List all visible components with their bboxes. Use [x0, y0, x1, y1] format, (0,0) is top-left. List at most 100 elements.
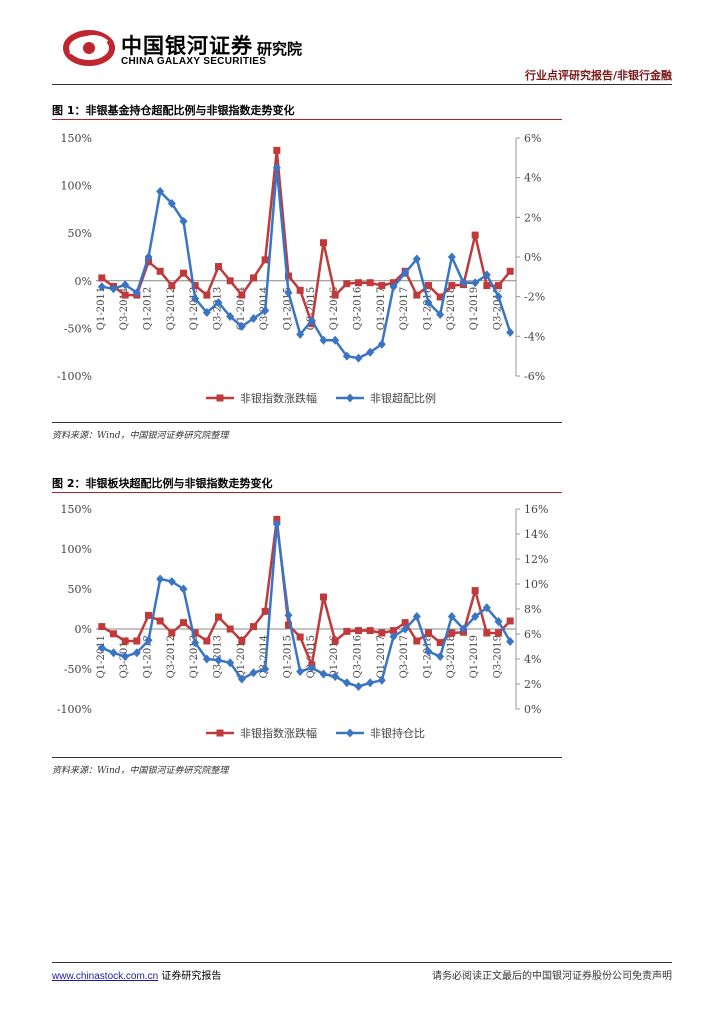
series-1-point	[319, 669, 328, 679]
series-1-point	[459, 624, 468, 634]
series-1-point	[377, 339, 386, 349]
series-0-point	[296, 286, 304, 294]
y-right-tick-label: 14%	[524, 528, 548, 541]
y-right-tick-label: 0%	[524, 703, 541, 716]
series-1-point	[319, 335, 328, 345]
series-0-point	[168, 282, 176, 290]
series-1-point	[226, 658, 235, 668]
series-0-point	[448, 629, 456, 637]
series-0-point	[285, 272, 292, 280]
series-1-point	[284, 288, 293, 298]
series-0-point	[390, 627, 397, 635]
chart-2: 150% 100% 50% 0% -50% -100% 16% 14% 12% 10% 8% 6% 4%…	[57, 503, 549, 740]
series-1-point	[132, 288, 141, 298]
y-left-tick-label: 0%	[75, 623, 92, 636]
x-tick-label: Q1-2015	[283, 287, 294, 330]
x-tick-label: Q3-2014	[259, 635, 270, 678]
legend-label-0: 非银指数涨跌幅	[240, 726, 317, 740]
series-0-point	[355, 279, 362, 287]
figure-2-title-rule	[52, 492, 562, 493]
report-type: 行业点评研究报告/非银行金融	[524, 69, 672, 82]
galaxy-logo-icon	[63, 30, 115, 66]
series-1-point	[436, 310, 445, 320]
legend-marker-1	[346, 728, 354, 738]
figure-2-source: 资料来源：Wind，中国银河证券研究院整理	[52, 766, 229, 776]
y-left-tick-label: 150%	[61, 132, 92, 145]
series-0-point	[495, 629, 502, 637]
series-0-point	[250, 623, 257, 631]
x-tick-label: Q3-2018	[446, 287, 457, 330]
x-tick-label: Q3-2015	[306, 635, 317, 678]
legend-label-1: 非银超配比例	[370, 391, 436, 405]
series-0-point	[366, 627, 374, 635]
series-1-point	[97, 282, 106, 292]
x-tick-label: Q3-2012	[166, 635, 177, 678]
series-1-point	[296, 329, 305, 339]
x-tick-label: Q1-2018	[423, 635, 434, 678]
series-1-point	[261, 664, 270, 674]
y-right-tick-label: 4%	[524, 653, 541, 666]
series-1-point	[471, 278, 480, 288]
series-1-point	[296, 667, 305, 676]
legend-marker-1	[346, 393, 354, 403]
series-1-point	[342, 351, 351, 361]
x-tick-label: Q1-2019	[469, 287, 480, 330]
series-1-point	[237, 321, 246, 331]
series-0-point	[215, 263, 222, 271]
legend-marker-0	[216, 394, 224, 402]
series-1-point	[202, 308, 211, 318]
website-link[interactable]: www.chinastock.com.cn	[52, 971, 159, 982]
series-1-point	[459, 278, 468, 288]
series-1-point	[307, 663, 316, 673]
footer-left: www.chinastock.com.cn 证券研究报告	[52, 967, 221, 982]
series-1-point	[494, 292, 503, 302]
series-1-point	[167, 198, 176, 208]
series-1-point	[412, 612, 421, 621]
logo-cn: 中国银河证券	[121, 34, 253, 58]
series-1-point	[249, 313, 258, 323]
series-0-point	[121, 291, 129, 299]
series-0-point	[273, 146, 281, 154]
x-tick-label: Q3-2012	[166, 287, 177, 330]
series-0-point	[436, 293, 444, 301]
y-right-tick-label: 4%	[524, 172, 541, 185]
series-1-point	[121, 652, 130, 661]
series-1-point	[424, 298, 433, 308]
series-1-point	[202, 654, 211, 664]
series-0-point	[425, 629, 432, 637]
series-0-point	[483, 282, 491, 290]
series-0-point	[168, 629, 176, 637]
header-rule	[52, 84, 672, 85]
series-0-point	[191, 629, 199, 637]
y-left-tick-label: 0%	[75, 275, 92, 288]
x-tick-label: Q3-2017	[399, 635, 410, 678]
series-0-point	[320, 593, 327, 601]
series-0-point	[156, 267, 164, 275]
y-left-tick-label: 50%	[68, 583, 92, 596]
y-right-tick-label: 0%	[524, 251, 541, 264]
series-1-point	[249, 668, 258, 678]
series-1-point	[331, 672, 340, 681]
logo-institute: 研究院	[257, 40, 303, 58]
series-1-point	[482, 270, 491, 280]
series-1-point	[272, 519, 281, 529]
series-1-point	[366, 678, 375, 688]
y-right-tick-label: 6%	[524, 132, 541, 145]
series-0-point	[495, 282, 502, 290]
series-1-point	[156, 574, 165, 584]
series-1-point	[284, 610, 293, 620]
legend-label-0: 非银指数涨跌幅	[240, 391, 317, 405]
series-1-point	[389, 632, 398, 641]
y-right-tick-label: 8%	[524, 603, 541, 616]
legend-label-1: 非银持仓比	[370, 726, 425, 740]
series-0-point	[133, 637, 141, 645]
y-left-tick-label: 100%	[61, 180, 92, 193]
figure-1-bottom-rule	[52, 422, 562, 423]
series-0-point	[180, 269, 187, 277]
y-left-tick-label: -50%	[64, 663, 92, 676]
series-1-point	[307, 315, 316, 325]
series-0-point	[401, 619, 409, 627]
series-0-point	[110, 630, 117, 638]
series-0-point	[296, 633, 304, 641]
series-1-point	[214, 655, 223, 665]
